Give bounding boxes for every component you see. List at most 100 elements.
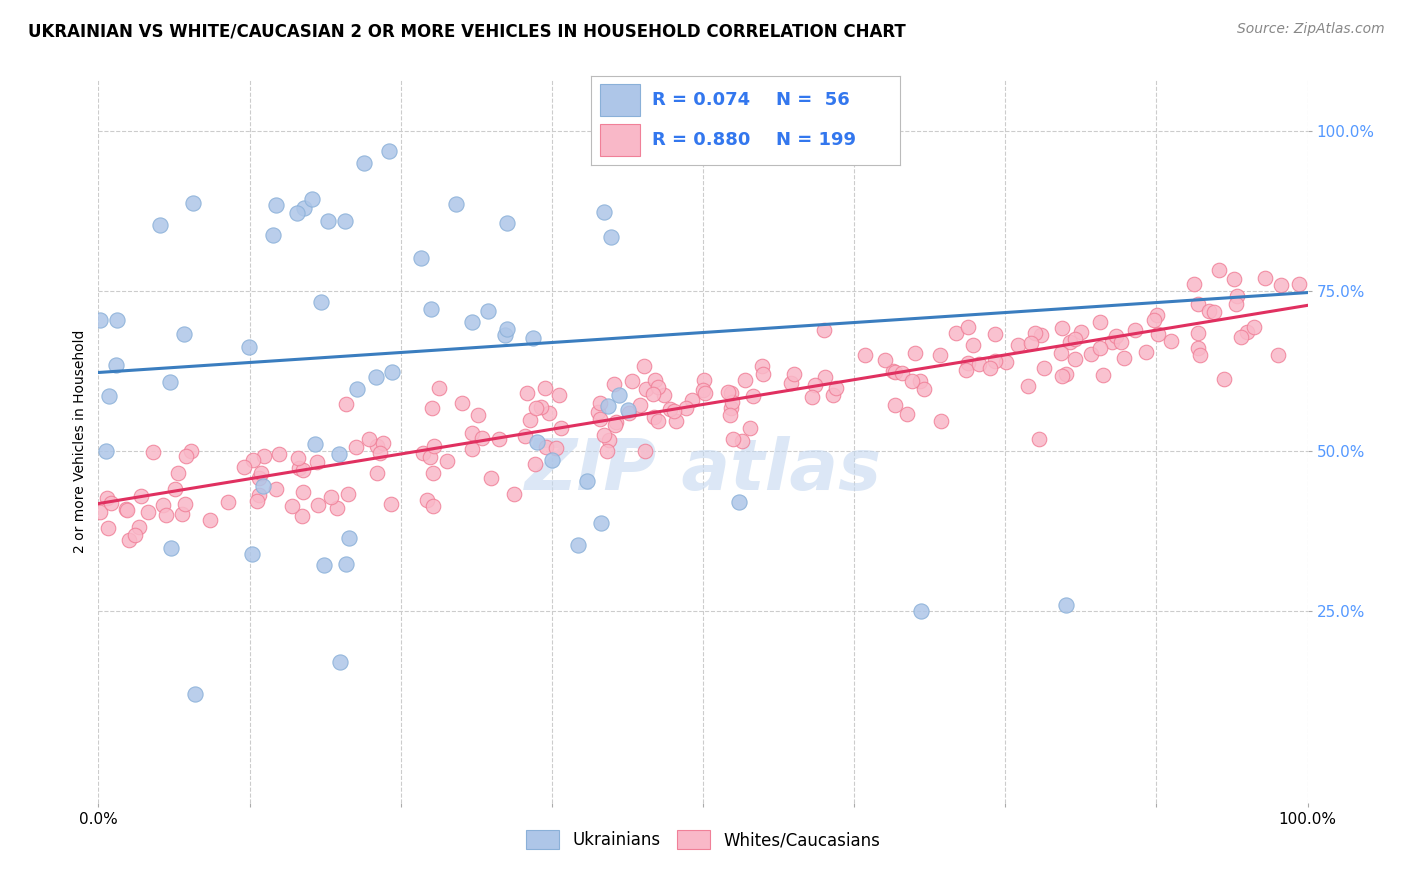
Point xyxy=(599,230,621,244)
Point xyxy=(903,346,925,360)
Point xyxy=(1101,335,1123,350)
Point xyxy=(269,447,291,461)
Point xyxy=(333,214,356,228)
Point xyxy=(929,348,952,362)
Text: ZIP atlas: ZIP atlas xyxy=(524,436,882,505)
Point xyxy=(412,446,434,460)
Point xyxy=(1160,334,1182,348)
Point xyxy=(1054,367,1077,381)
Point xyxy=(891,367,914,381)
Point xyxy=(962,338,984,352)
Point xyxy=(1019,336,1042,351)
Point xyxy=(96,444,118,458)
Point xyxy=(336,487,359,501)
Point xyxy=(136,505,159,519)
Point xyxy=(304,436,326,450)
Point xyxy=(461,426,484,441)
Point xyxy=(181,196,204,211)
Point xyxy=(1184,277,1206,291)
Point xyxy=(1187,341,1209,355)
Point xyxy=(1267,348,1289,362)
Point xyxy=(955,362,977,376)
Legend: Ukrainians, Whites/Caucasians: Ukrainians, Whites/Caucasians xyxy=(519,823,887,856)
Point xyxy=(742,389,765,403)
Point xyxy=(1024,326,1046,340)
Point xyxy=(824,381,846,395)
Point xyxy=(617,406,640,420)
Point xyxy=(335,557,357,571)
Point xyxy=(422,467,444,481)
Point xyxy=(576,475,599,489)
Point xyxy=(495,321,517,335)
Point xyxy=(422,499,444,513)
Point xyxy=(409,251,432,265)
Point xyxy=(586,405,609,419)
Point xyxy=(647,380,669,394)
Point xyxy=(100,496,122,510)
Point xyxy=(900,374,922,388)
Point xyxy=(131,489,153,503)
Point xyxy=(1254,271,1277,285)
Point xyxy=(173,497,195,511)
Point xyxy=(855,348,877,362)
Point xyxy=(598,433,620,447)
Point xyxy=(589,516,612,530)
Point xyxy=(782,367,804,381)
Point xyxy=(262,228,284,243)
Point xyxy=(1007,338,1029,352)
Point xyxy=(419,302,441,317)
Point xyxy=(658,401,681,416)
Point xyxy=(461,315,484,329)
Point xyxy=(929,414,952,428)
Point xyxy=(693,373,716,387)
Point xyxy=(444,197,467,211)
Point xyxy=(641,387,664,401)
Point xyxy=(128,519,150,533)
Point xyxy=(141,445,163,459)
Point xyxy=(1091,368,1114,382)
Point xyxy=(957,356,980,370)
Point xyxy=(884,398,907,412)
Point xyxy=(346,382,368,396)
Point xyxy=(155,508,177,522)
Point xyxy=(1028,433,1050,447)
Point xyxy=(160,541,183,555)
Point xyxy=(751,359,773,373)
Point xyxy=(882,364,904,378)
Point xyxy=(311,294,333,309)
Bar xyxy=(600,124,640,156)
Point xyxy=(450,396,472,410)
Point xyxy=(117,503,139,517)
Point xyxy=(734,373,756,387)
Point xyxy=(519,413,541,427)
Point xyxy=(115,501,138,516)
Point xyxy=(1017,379,1039,393)
Point xyxy=(494,327,516,342)
Point xyxy=(1054,598,1077,612)
Point xyxy=(1059,334,1081,349)
Point xyxy=(1064,332,1087,346)
Point xyxy=(779,376,801,391)
Point xyxy=(804,378,827,392)
Point xyxy=(477,304,499,318)
Point xyxy=(1123,323,1146,337)
Point xyxy=(105,359,128,373)
Point xyxy=(1146,308,1168,322)
Point xyxy=(307,498,329,512)
Point xyxy=(301,192,323,206)
Point xyxy=(419,450,441,464)
Point xyxy=(1188,348,1211,362)
Point xyxy=(813,369,835,384)
Point xyxy=(593,204,616,219)
Point xyxy=(180,443,202,458)
Point xyxy=(266,198,288,212)
Point xyxy=(326,501,349,516)
Point xyxy=(526,435,548,450)
Point xyxy=(621,374,644,388)
Point xyxy=(1202,305,1225,319)
Point xyxy=(292,201,315,215)
Point xyxy=(436,454,458,468)
Point xyxy=(823,388,845,402)
Point xyxy=(1070,326,1092,340)
Point xyxy=(1187,297,1209,311)
